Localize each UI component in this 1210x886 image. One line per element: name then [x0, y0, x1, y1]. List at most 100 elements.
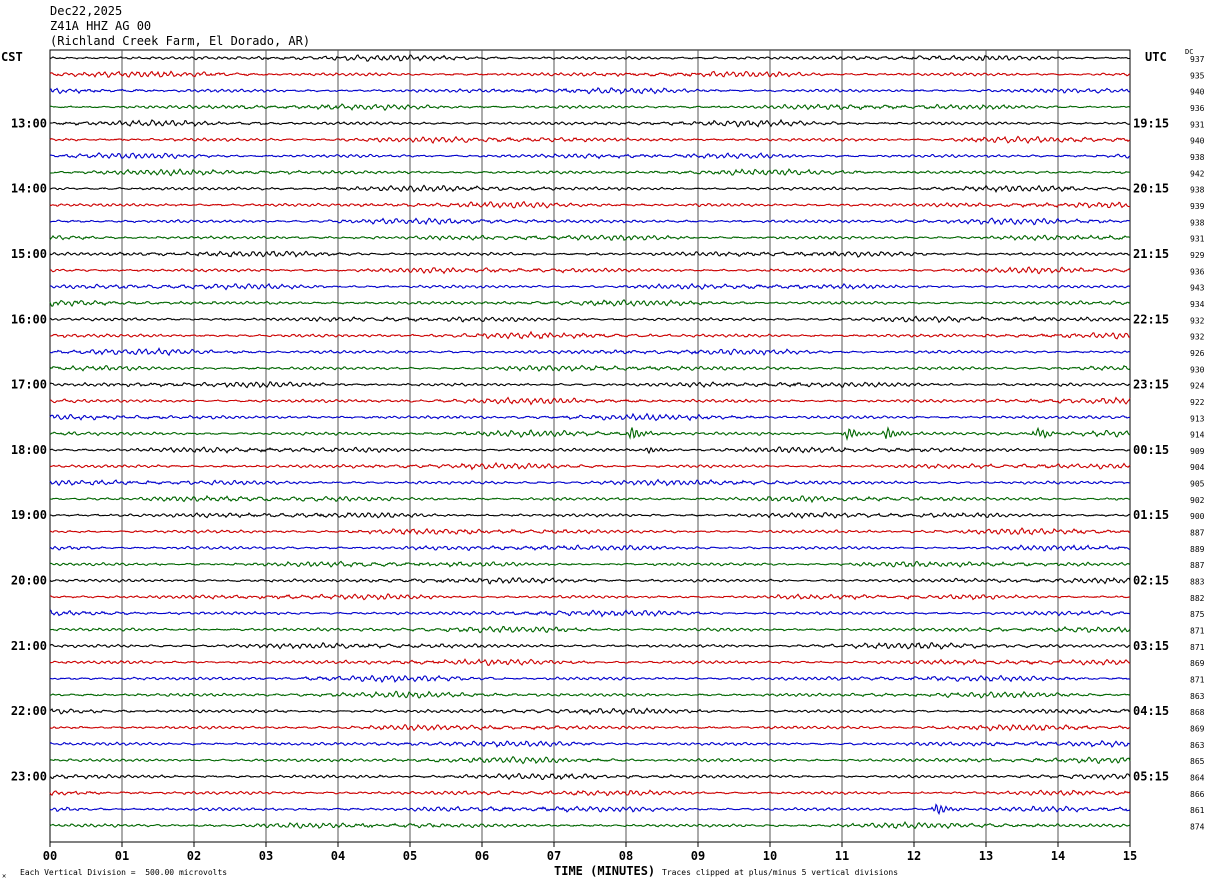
dc-offset-value: 931 [1190, 120, 1205, 129]
dc-offset-value: 922 [1190, 398, 1205, 407]
dc-offset-value: 914 [1190, 431, 1205, 440]
seismic-trace [49, 298, 1131, 308]
dc-offset-value: 940 [1190, 137, 1205, 146]
seismic-trace [49, 690, 1131, 699]
dc-offset-value: 871 [1190, 643, 1205, 652]
dc-offset-value: 932 [1190, 333, 1205, 342]
x-tick-label: 10 [763, 849, 777, 863]
dc-offset-value: 931 [1190, 235, 1205, 244]
x-tick-label: 14 [1051, 849, 1065, 863]
x-axis-title: TIME (MINUTES) [554, 864, 656, 878]
dc-offset-value: 869 [1190, 659, 1205, 668]
seismic-trace [49, 135, 1131, 144]
dc-offset-value: 900 [1190, 512, 1205, 521]
x-tick-label: 01 [115, 849, 129, 863]
x-tick-label: 03 [259, 849, 273, 863]
dc-offset-value: 934 [1190, 300, 1205, 309]
seismic-trace [49, 282, 1131, 291]
seismic-trace [49, 396, 1131, 406]
left-hour-label: 14:00 [11, 182, 47, 196]
left-hour-label: 19:00 [11, 508, 47, 522]
dc-offset-value: 904 [1190, 463, 1205, 472]
seismic-trace [49, 381, 1131, 389]
seismic-trace [49, 103, 1131, 112]
x-tick-label: 00 [43, 849, 57, 863]
right-hour-label: 21:15 [1133, 247, 1169, 261]
seismic-trace [49, 315, 1131, 324]
seismic-trace [49, 707, 1131, 716]
dc-offset-value: 926 [1190, 349, 1205, 358]
seismic-trace [49, 820, 1131, 830]
dc-offset-value: 942 [1190, 169, 1205, 178]
dc-offset-value: 868 [1190, 708, 1205, 717]
left-hour-label: 17:00 [11, 378, 47, 392]
seismic-trace [49, 184, 1131, 193]
seismic-trace [49, 723, 1131, 732]
right-hour-label: 02:15 [1133, 574, 1169, 588]
x-tick-label: 06 [475, 849, 489, 863]
seismic-trace [49, 70, 1131, 78]
seismic-trace [49, 625, 1131, 634]
left-hour-label: 21:00 [11, 639, 47, 653]
dc-offset-value: 936 [1190, 104, 1205, 113]
dc-offset-value: 909 [1190, 447, 1205, 456]
x-tick-label: 05 [403, 849, 417, 863]
dc-offset-value: 887 [1190, 529, 1205, 538]
header-location: (Richland Creek Farm, El Dorado, AR) [50, 34, 311, 48]
seismic-trace [49, 658, 1131, 666]
seismic-trace [49, 494, 1131, 504]
seismic-trace [49, 739, 1131, 748]
seismic-trace [49, 478, 1131, 487]
dc-offset-value: 871 [1190, 627, 1205, 636]
dc-offset-value: 863 [1190, 741, 1205, 750]
dc-offset-value: 938 [1190, 153, 1205, 162]
x-tick-label: 08 [619, 849, 633, 863]
seismic-trace [49, 234, 1131, 242]
dc-offset-value: 943 [1190, 284, 1205, 293]
left-hour-label: 18:00 [11, 443, 47, 457]
left-hour-label: 15:00 [11, 247, 47, 261]
dc-offset-value: 902 [1190, 496, 1205, 505]
seismic-trace [49, 527, 1131, 536]
seismic-trace [49, 674, 1131, 684]
dc-offset-value: 874 [1190, 823, 1205, 832]
left-timezone-label: CST [1, 50, 23, 64]
right-hour-label: 19:15 [1133, 116, 1169, 130]
seismic-trace [49, 250, 1131, 258]
seismic-trace [49, 54, 1131, 62]
dc-offset-value: 861 [1190, 806, 1205, 815]
right-hour-label: 00:15 [1133, 443, 1169, 457]
dc-offset-value: 939 [1190, 202, 1205, 211]
seismic-trace [49, 576, 1131, 585]
left-hour-label: 16:00 [11, 312, 47, 326]
x-tick-label: 13 [979, 849, 993, 863]
dc-offset-value: 863 [1190, 692, 1205, 701]
seismic-trace [49, 168, 1131, 177]
dc-offset-value: 930 [1190, 365, 1205, 374]
x-tick-label: 02 [187, 849, 201, 863]
dc-offset-label: DC [1185, 48, 1194, 56]
right-hour-label: 03:15 [1133, 639, 1169, 653]
x-tick-label: 15 [1123, 849, 1137, 863]
dc-offset-value: 938 [1190, 186, 1205, 195]
seismic-trace [49, 609, 1131, 618]
seismic-trace [49, 200, 1131, 209]
dc-offset-value: 935 [1190, 71, 1205, 80]
dc-offset-value: 905 [1190, 480, 1205, 489]
right-hour-label: 05:15 [1133, 770, 1169, 784]
x-tick-label: 09 [691, 849, 705, 863]
dc-offset-value: 940 [1190, 88, 1205, 97]
dc-offset-value: 865 [1190, 757, 1205, 766]
seismic-trace [49, 512, 1131, 520]
seismic-trace [49, 412, 1131, 422]
x-tick-label: 12 [907, 849, 921, 863]
dc-offset-value: 889 [1190, 545, 1205, 554]
x-tick-label: 11 [835, 849, 849, 863]
dc-offset-value: 871 [1190, 676, 1205, 685]
right-hour-label: 01:15 [1133, 508, 1169, 522]
corner-mark: ✕ [2, 872, 7, 880]
dc-offset-value: 932 [1190, 316, 1205, 325]
left-hour-label: 22:00 [11, 704, 47, 718]
right-timezone-label: UTC [1145, 50, 1167, 64]
seismic-trace [49, 755, 1131, 765]
